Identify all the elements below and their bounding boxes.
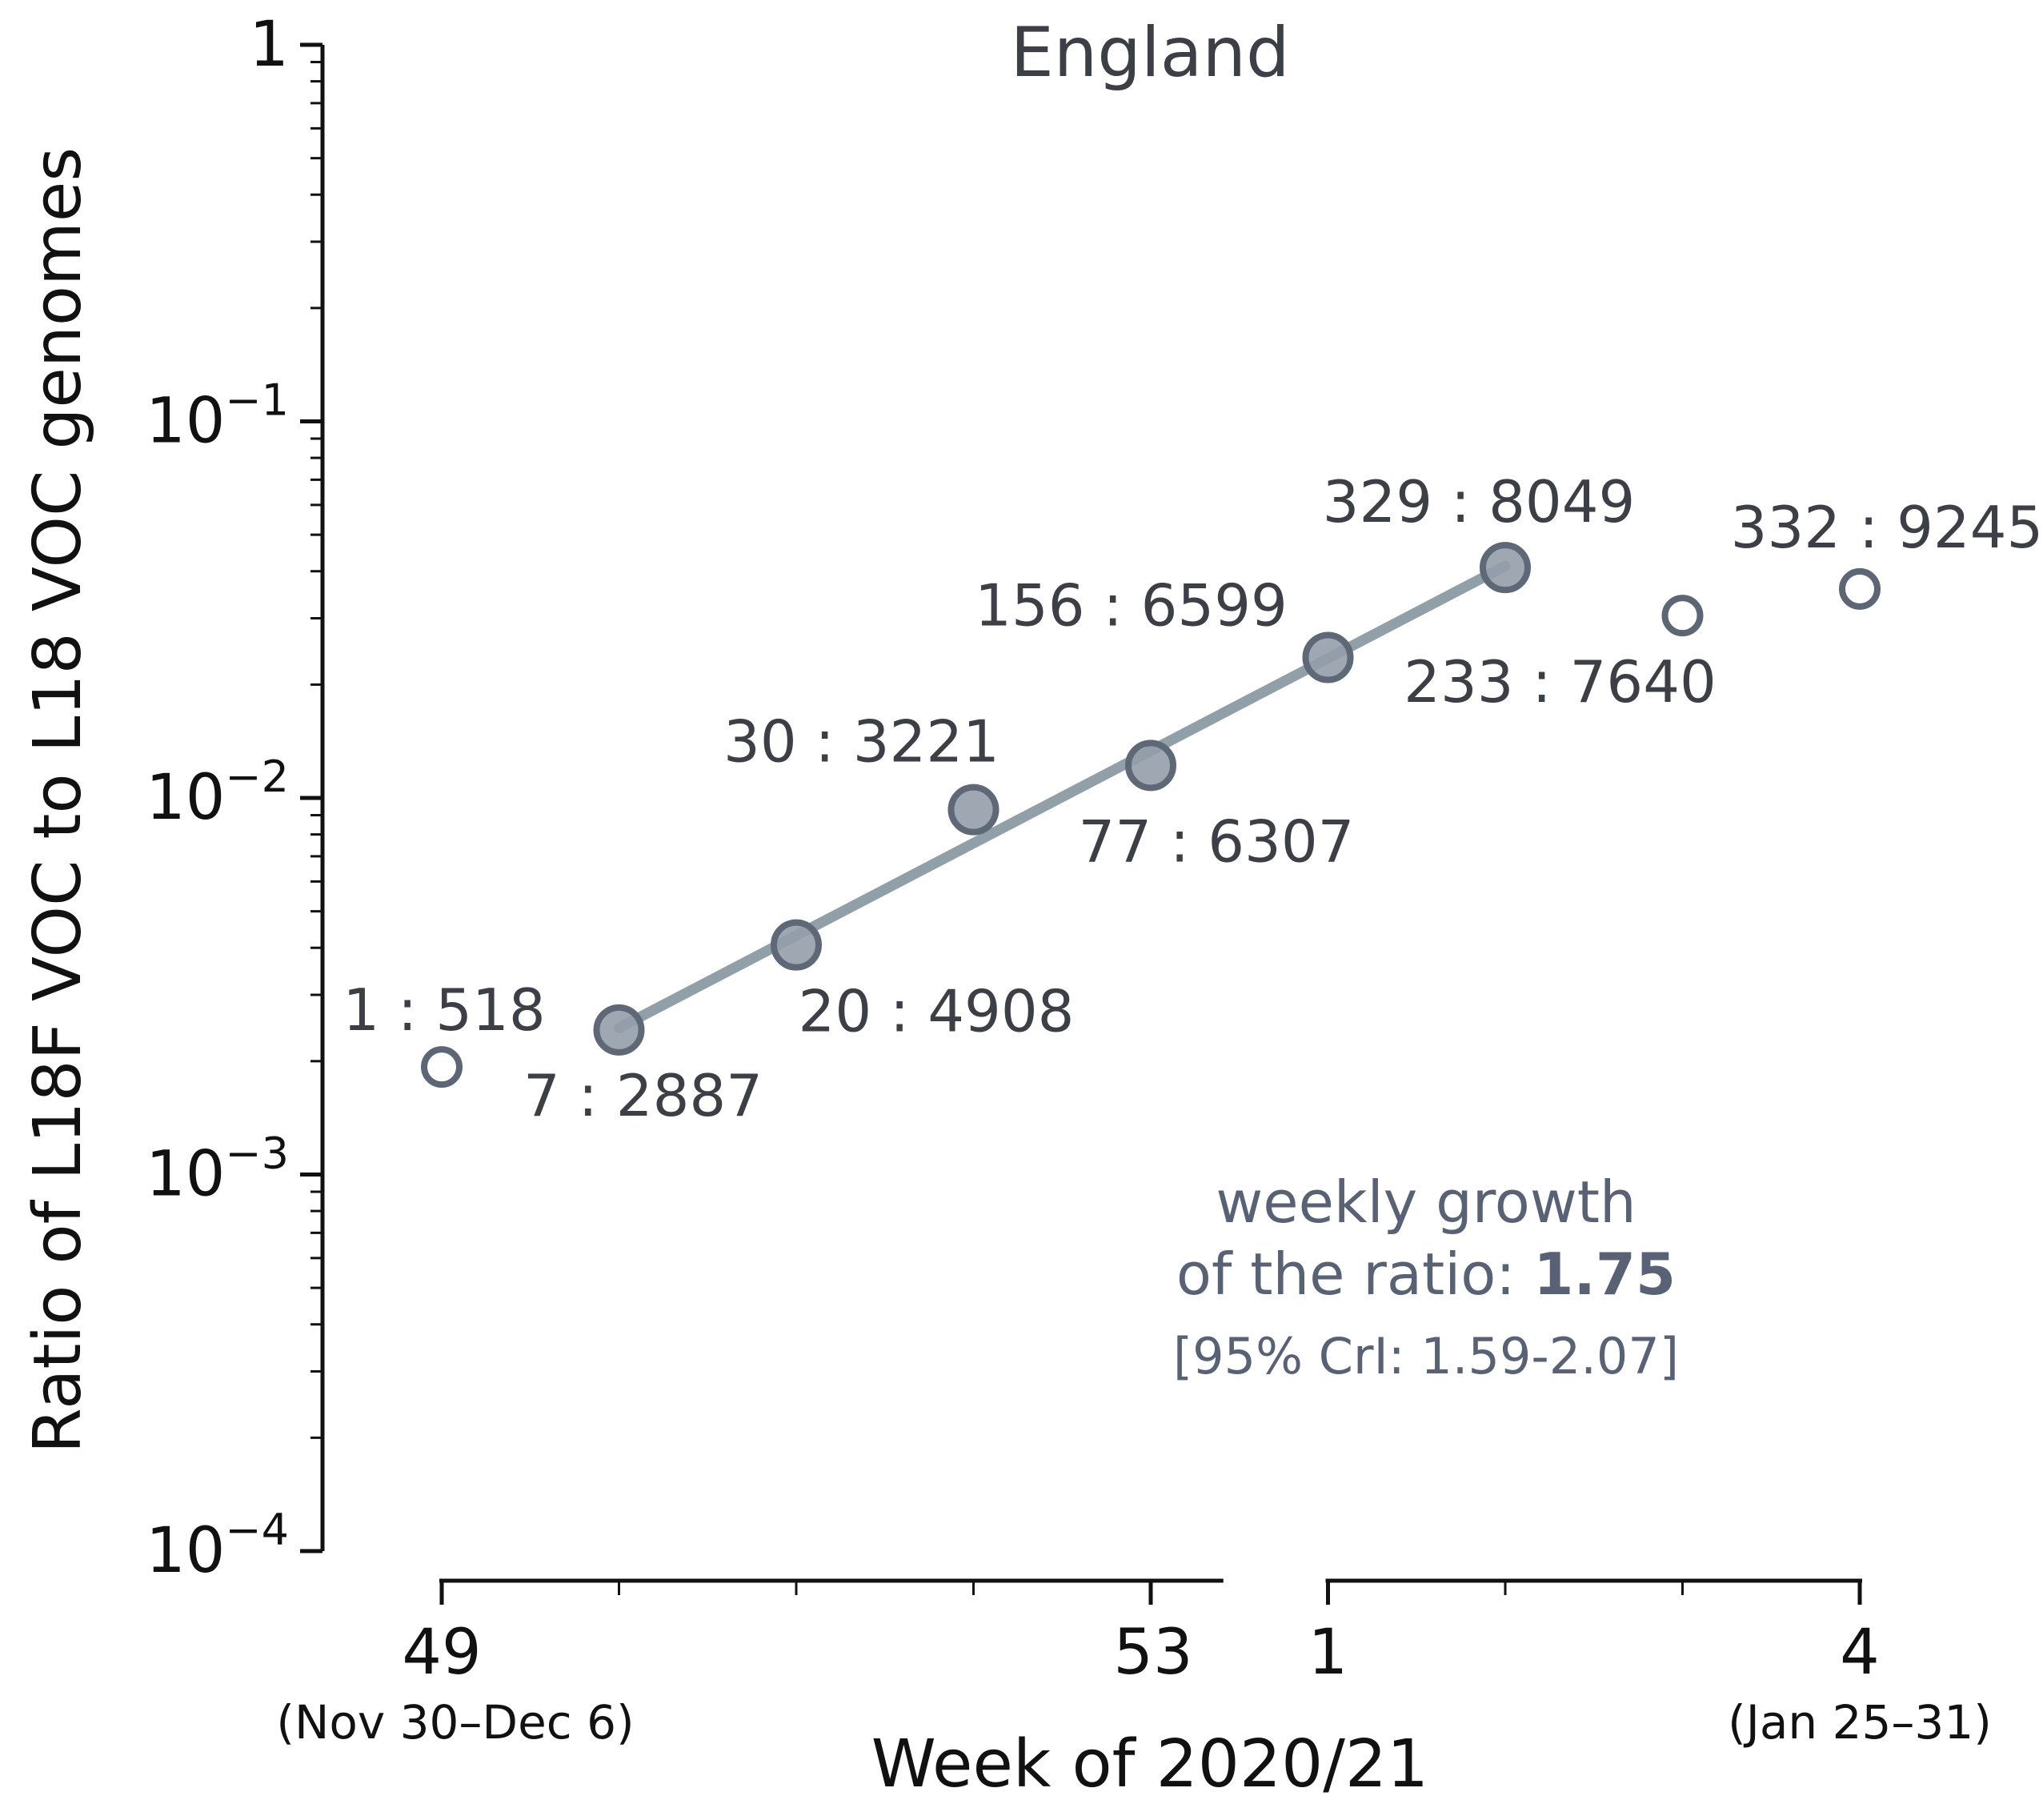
data-point-filled (593, 1004, 645, 1056)
data-point-open (1661, 595, 1704, 637)
growth-value: 1.75 (1533, 1241, 1676, 1308)
data-point-filled (1302, 631, 1354, 684)
x-tick-label: 49 (402, 1617, 481, 1689)
point-count-label: 332 : 9245 (1731, 494, 2043, 561)
annotation-line-2: of the ratio: 1.75 (1176, 1241, 1676, 1308)
data-point-filled (771, 919, 822, 971)
data-point-filled (947, 784, 999, 836)
data-point-open (1839, 567, 1881, 610)
data-point-filled (1480, 542, 1531, 594)
point-count-label: 30 : 3221 (723, 708, 999, 776)
x-axis-label: Week of 2020/21 (871, 1726, 1428, 1802)
data-point-filled (1125, 740, 1176, 792)
annotation-prefix: of the ratio: (1176, 1241, 1533, 1308)
fit-line-group (614, 560, 1511, 1033)
axes-group: 1 10−1 10−2 10−3 10−4 49 (Nov 30–Dec 6) 53 1 4 (Ja… (146, 9, 1992, 1750)
point-count-label: 20 : 4908 (799, 978, 1075, 1045)
point-labels-group: 1 : 518 7 : 2887 20 : 4908 30 : 3221 77 : 63… (343, 468, 2043, 1129)
x-tick-label: 53 (1113, 1617, 1192, 1689)
point-count-label: 77 : 6307 (1079, 808, 1355, 875)
annotation-line-3: [95% CrI: 1.59-2.07] (1173, 1327, 1679, 1385)
growth-annotation: weekly growth of the ratio: 1.75 [95% Cr… (1173, 1169, 1679, 1385)
data-point-open (421, 1046, 463, 1088)
y-tick-label: 10−2 (146, 752, 289, 834)
y-tick-label: 10−1 (146, 375, 289, 458)
y-tick-label: 10−3 (146, 1128, 289, 1211)
points-group (421, 542, 1881, 1088)
point-count-label: 1 : 518 (343, 976, 545, 1044)
point-count-label: 7 : 2887 (523, 1062, 763, 1129)
y-axis-label: Ratio of L18F VOC to L18 VOC genomes (20, 147, 96, 1453)
x-tick-label: 4 (1840, 1617, 1880, 1689)
annotation-line-1: weekly growth (1216, 1169, 1636, 1236)
x-tick-label: 1 (1308, 1617, 1348, 1689)
x-tick-sublabel: (Nov 30–Dec 6) (276, 1695, 634, 1750)
y-tick-label: 10−4 (146, 1505, 289, 1587)
chart-title: England (1010, 13, 1289, 93)
point-count-label: 233 : 7640 (1404, 648, 1717, 716)
fit-line (614, 560, 1511, 1033)
y-tick-label: 1 (249, 9, 289, 81)
point-count-label: 156 : 6599 (975, 572, 1288, 639)
point-count-label: 329 : 8049 (1323, 468, 1636, 535)
x-tick-sublabel: (Jan 25–31) (1728, 1695, 1992, 1750)
